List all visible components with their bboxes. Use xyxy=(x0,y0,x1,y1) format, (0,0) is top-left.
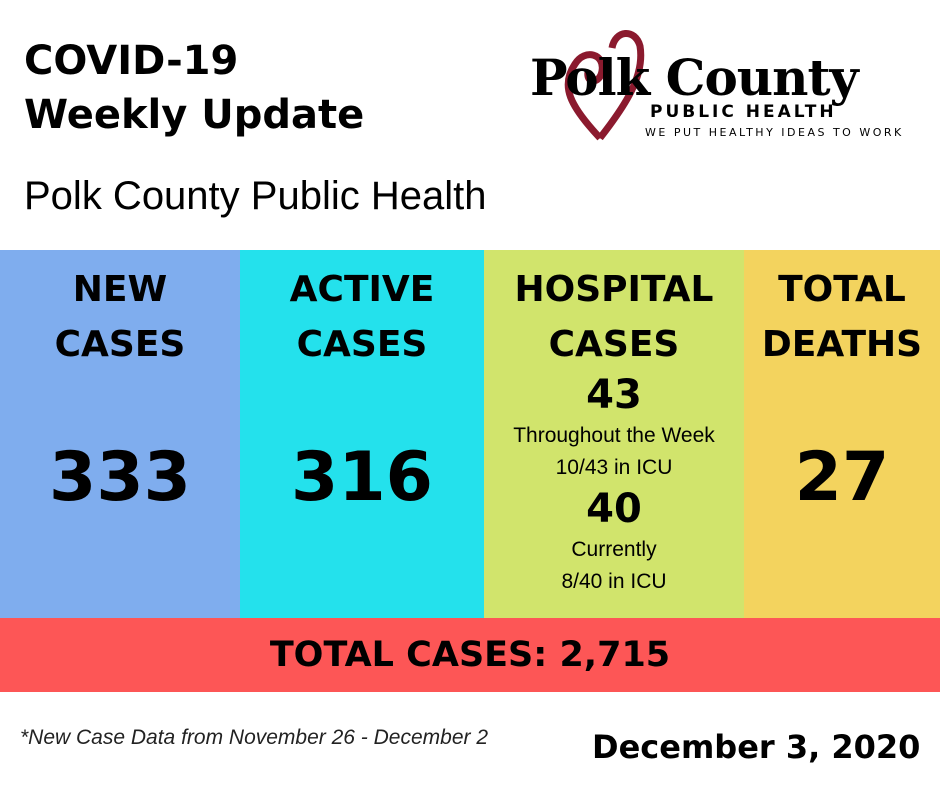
heart-logo-icon xyxy=(564,30,645,141)
title: COVID-19 Weekly Update xyxy=(24,34,364,142)
hospital-label-2: CASES xyxy=(548,324,680,365)
report-date: December 3, 2020 xyxy=(592,728,921,766)
active-cases-panel: ACTIVE CASES 316 xyxy=(240,250,484,618)
new-cases-label: NEW xyxy=(72,269,168,310)
data-note: *New Case Data from November 26 - Decemb… xyxy=(20,726,489,749)
new-cases-value: 333 xyxy=(49,438,191,517)
hospital-cases-panel: HOSPITAL CASES 43 Throughout the Week 10/… xyxy=(484,250,744,618)
active-cases-label: ACTIVE xyxy=(289,269,435,310)
hospital-current-icu: 8/40 in ICU xyxy=(561,570,667,593)
total-deaths-panel: TOTAL DEATHS 27 xyxy=(744,250,940,618)
total-deaths-value: 27 xyxy=(794,438,890,517)
deaths-label: TOTAL xyxy=(778,269,906,310)
hospital-current-value: 40 xyxy=(586,486,642,532)
new-cases-label-2: CASES xyxy=(54,324,186,365)
hospital-label: HOSPITAL xyxy=(514,269,714,310)
deaths-label-2: DEATHS xyxy=(761,324,923,365)
logo-subtitle: PUBLIC HEALTH xyxy=(650,102,837,122)
logo-name: Polk County xyxy=(530,48,859,107)
hospital-week-icu: 10/43 in ICU xyxy=(555,456,673,479)
active-cases-value: 316 xyxy=(291,438,433,517)
hospital-week-label: Throughout the Week xyxy=(513,424,715,447)
new-cases-panel: NEW CASES 333 xyxy=(0,250,240,618)
title-line-1: COVID-19 xyxy=(24,38,239,84)
active-cases-label-2: CASES xyxy=(296,324,428,365)
title-line-2: Weekly Update xyxy=(24,92,365,138)
hospital-week-value: 43 xyxy=(586,372,642,418)
subtitle: Polk County Public Health xyxy=(24,174,487,218)
hospital-current-label: Currently xyxy=(571,538,657,561)
total-cases-banner: TOTAL CASES: 2,715 xyxy=(0,618,940,692)
logo-tagline: WE PUT HEALTHY IDEAS TO WORK xyxy=(645,126,904,139)
polk-county-logo: Polk County PUBLIC HEALTH WE PUT HEALTHY… xyxy=(530,26,910,146)
